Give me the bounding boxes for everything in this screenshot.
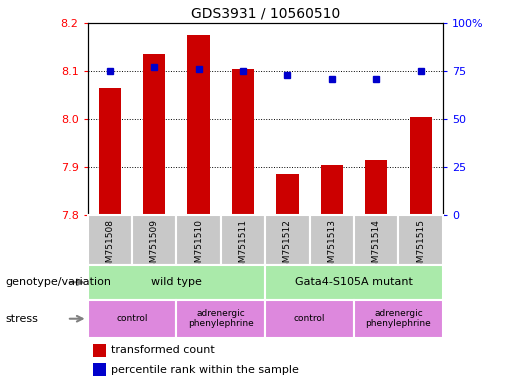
Text: transformed count: transformed count <box>111 345 214 356</box>
Bar <box>365 160 387 215</box>
Text: Gata4-S105A mutant: Gata4-S105A mutant <box>295 277 413 287</box>
Bar <box>277 174 299 215</box>
Bar <box>132 215 176 265</box>
Bar <box>176 215 221 265</box>
Text: wild type: wild type <box>151 277 202 287</box>
Bar <box>354 215 399 265</box>
Bar <box>232 69 254 215</box>
Bar <box>88 215 132 265</box>
Text: GSM751515: GSM751515 <box>416 219 425 274</box>
Bar <box>265 215 310 265</box>
Text: stress: stress <box>5 314 38 324</box>
Text: control: control <box>294 314 325 323</box>
Text: GSM751510: GSM751510 <box>194 219 203 274</box>
Text: GSM751508: GSM751508 <box>105 219 114 274</box>
Bar <box>88 300 176 338</box>
Text: adrenergic
phenylephrine: adrenergic phenylephrine <box>366 309 432 328</box>
Bar <box>265 300 354 338</box>
Title: GDS3931 / 10560510: GDS3931 / 10560510 <box>191 7 340 20</box>
Bar <box>88 265 265 300</box>
Text: control: control <box>116 314 148 323</box>
Bar <box>321 165 343 215</box>
Text: GSM751513: GSM751513 <box>328 219 336 274</box>
Bar <box>187 35 210 215</box>
Text: GSM751511: GSM751511 <box>238 219 248 274</box>
Bar <box>310 215 354 265</box>
Text: GSM751514: GSM751514 <box>372 219 381 274</box>
Bar <box>99 88 121 215</box>
Bar <box>265 265 443 300</box>
Bar <box>354 300 443 338</box>
Text: GSM751509: GSM751509 <box>150 219 159 274</box>
Text: percentile rank within the sample: percentile rank within the sample <box>111 364 299 375</box>
Bar <box>143 54 165 215</box>
Text: genotype/variation: genotype/variation <box>5 277 111 287</box>
Bar <box>409 117 432 215</box>
Bar <box>399 215 443 265</box>
Text: adrenergic
phenylephrine: adrenergic phenylephrine <box>188 309 254 328</box>
Bar <box>176 300 265 338</box>
Bar <box>221 215 265 265</box>
Text: GSM751512: GSM751512 <box>283 219 292 274</box>
